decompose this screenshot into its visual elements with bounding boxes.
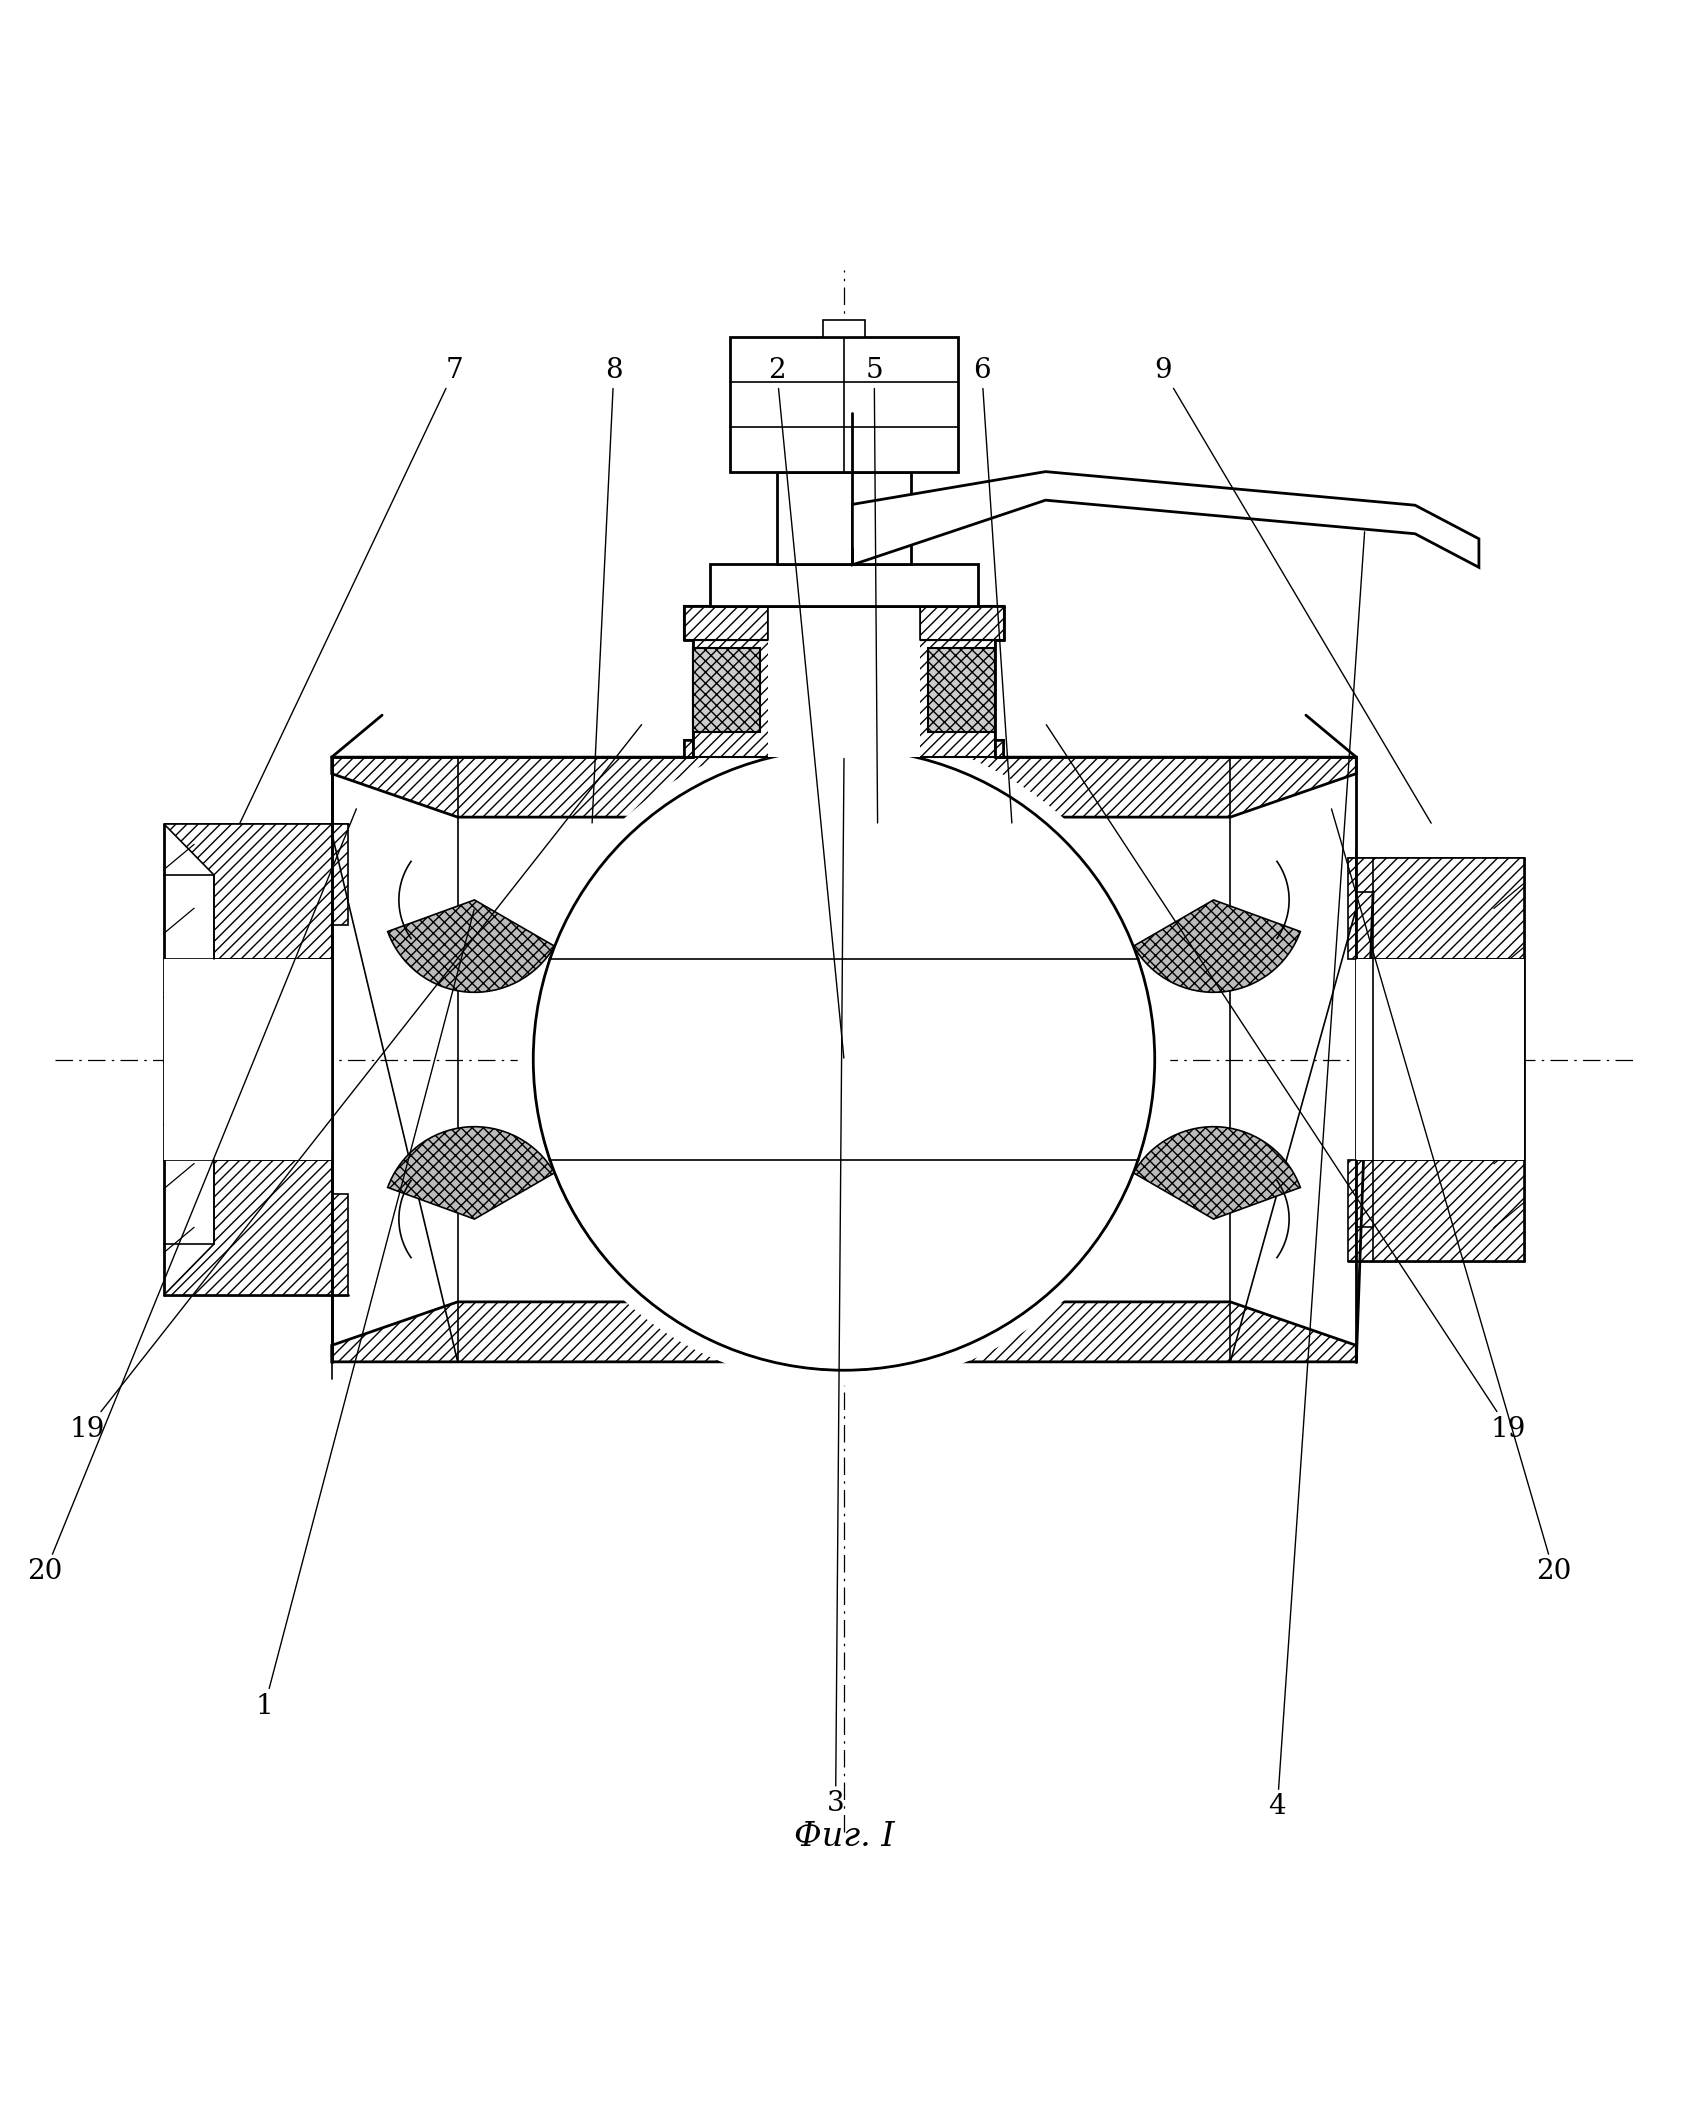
Polygon shape: [164, 1161, 348, 1295]
Text: 1: 1: [255, 909, 474, 1721]
Polygon shape: [333, 1301, 1355, 1363]
Polygon shape: [1349, 1161, 1524, 1261]
Wedge shape: [1134, 1127, 1300, 1218]
Bar: [928, 648, 996, 731]
Wedge shape: [1134, 901, 1300, 992]
Text: Фиг. I: Фиг. I: [793, 1820, 895, 1854]
Bar: [824, 320, 864, 337]
Text: 2: 2: [768, 358, 844, 1057]
Polygon shape: [333, 740, 1355, 818]
Bar: [920, 606, 1004, 640]
Polygon shape: [852, 473, 1479, 568]
Bar: [692, 640, 996, 756]
Bar: [776, 473, 912, 564]
Polygon shape: [164, 824, 348, 958]
Wedge shape: [388, 901, 554, 992]
Text: 5: 5: [866, 358, 883, 822]
Text: 19: 19: [1047, 725, 1526, 1443]
Text: 3: 3: [827, 759, 844, 1818]
Bar: [1355, 958, 1524, 1161]
Bar: [692, 648, 760, 731]
Text: 8: 8: [592, 358, 623, 822]
Bar: [709, 564, 979, 606]
Bar: [164, 958, 333, 1161]
Text: 9: 9: [1155, 358, 1431, 822]
Circle shape: [518, 733, 1170, 1386]
Bar: [684, 606, 768, 640]
Text: 20: 20: [27, 809, 356, 1585]
Bar: [768, 606, 920, 756]
Text: 4: 4: [1269, 532, 1364, 1820]
Text: 7: 7: [240, 358, 463, 822]
Text: 20: 20: [1332, 809, 1572, 1585]
Polygon shape: [1349, 858, 1524, 958]
Text: 19: 19: [69, 725, 641, 1443]
Bar: [729, 337, 959, 473]
Wedge shape: [388, 1127, 554, 1218]
Text: 6: 6: [972, 358, 1011, 822]
Circle shape: [533, 748, 1155, 1371]
